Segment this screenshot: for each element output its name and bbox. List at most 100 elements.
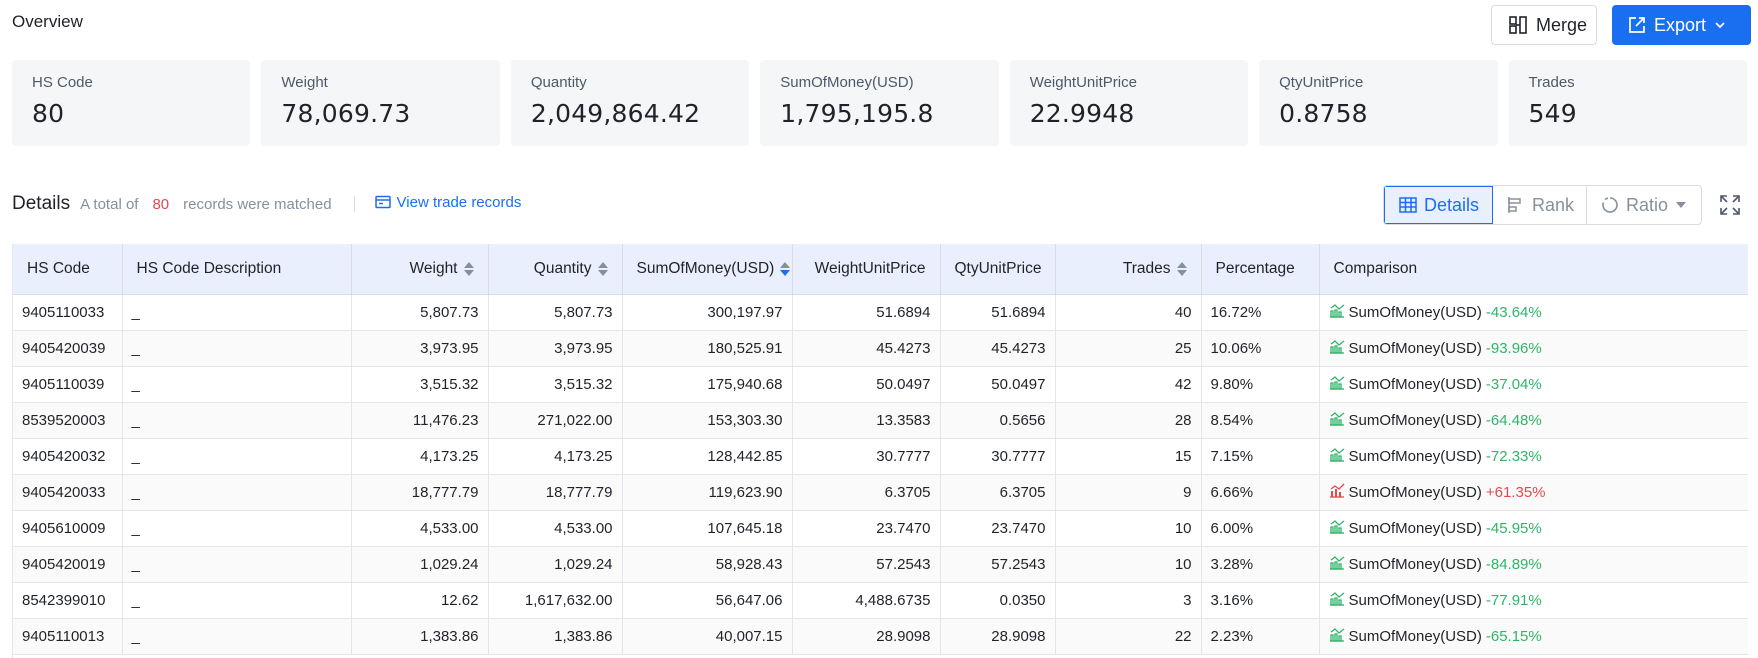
cell-hs-code: 9405420033 bbox=[13, 474, 123, 511]
cell-qty-unit-price: 0.0350 bbox=[940, 582, 1056, 619]
view-tab-rank[interactable]: Rank bbox=[1493, 186, 1587, 224]
table-row[interactable]: 9405110033 _ 5,807.73 5,807.73 300,197.97 51.… bbox=[13, 294, 1748, 331]
cell-qty-unit-price: 0.5656 bbox=[940, 402, 1056, 439]
cell-sum-of-money: 153,303.30 bbox=[622, 402, 793, 439]
comparison-delta: -72.33% bbox=[1485, 447, 1542, 465]
table-row[interactable]: 9405110013 _ 1,383.86 1,383.86 40,007.15 28.9… bbox=[13, 618, 1748, 655]
cell-quantity: 1,029.24 bbox=[488, 546, 623, 583]
cell-sum-of-money: 128,442.85 bbox=[622, 438, 793, 475]
export-label: Export bbox=[1654, 14, 1707, 35]
ratio-icon bbox=[1601, 196, 1619, 214]
cell-qty-unit-price: 28.9098 bbox=[940, 618, 1056, 655]
trend-chart-icon[interactable] bbox=[1329, 410, 1345, 430]
details-title: Details bbox=[12, 193, 71, 214]
cell-weight-unit-price: 51.6894 bbox=[792, 294, 941, 331]
table-row[interactable]: 9405420032 _ 4,173.25 4,173.25 128,442.85 30.… bbox=[13, 438, 1748, 475]
table-row[interactable]: 8539520003 _ 11,476.23 271,022.00 153,303.30… bbox=[13, 402, 1748, 439]
column-header-weight[interactable]: Weight bbox=[351, 244, 489, 295]
cell-hs-code: 9405110033 bbox=[13, 294, 123, 331]
cell-trades: 10 bbox=[1055, 510, 1202, 547]
view-tab-details[interactable]: Details bbox=[1384, 186, 1493, 224]
cell-trades: 28 bbox=[1055, 402, 1202, 439]
column-header-percentage: Percentage bbox=[1201, 244, 1320, 295]
cell-weight-unit-price: 6.3705 bbox=[792, 474, 941, 511]
cell-qty-unit-price: 30.7777 bbox=[940, 438, 1056, 475]
column-header-hs-code-description: HS Code Description bbox=[122, 244, 352, 295]
trend-chart-icon[interactable] bbox=[1329, 554, 1345, 574]
cell-weight-unit-price: 4,488.6735 bbox=[792, 582, 941, 619]
cell-comparison: SumOfMoney(USD) -37.04% bbox=[1319, 366, 1748, 403]
cell-weight-unit-price: 23.7470 bbox=[792, 510, 941, 547]
sort-icon[interactable] bbox=[1176, 261, 1187, 276]
column-header-sum-of-money[interactable]: SumOfMoney(USD) bbox=[622, 244, 793, 295]
sort-icon[interactable] bbox=[597, 261, 608, 276]
stat-card-sum-of-money: SumOfMoney(USD) 1,795,195.8 bbox=[760, 60, 999, 146]
page-title: Overview bbox=[12, 12, 83, 31]
merge-button[interactable]: Merge bbox=[1491, 5, 1597, 45]
cell-description: _ bbox=[122, 618, 352, 655]
comparison-label: SumOfMoney(USD) bbox=[1348, 555, 1482, 573]
stat-value: 1,795,195.8 bbox=[780, 99, 934, 128]
trend-chart-icon[interactable] bbox=[1329, 374, 1345, 394]
stat-value: 549 bbox=[1528, 99, 1577, 128]
cell-sum-of-money: 180,525.91 bbox=[622, 330, 793, 367]
comparison-delta: -93.96% bbox=[1485, 339, 1542, 357]
cell-hs-code: 9405420039 bbox=[13, 330, 123, 367]
table-row[interactable]: 9405610009 _ 4,533.00 4,533.00 107,645.18 23.… bbox=[13, 510, 1748, 547]
comparison-label: SumOfMoney(USD) bbox=[1348, 591, 1482, 609]
view-tab-ratio[interactable]: Ratio bbox=[1587, 186, 1701, 224]
sort-desc-icon[interactable] bbox=[780, 261, 791, 276]
cell-weight: 3,973.95 bbox=[351, 330, 489, 367]
cell-weight-unit-price: 30.7777 bbox=[792, 438, 941, 475]
cell-quantity: 3,973.95 bbox=[488, 330, 623, 367]
export-button[interactable]: Export bbox=[1612, 5, 1751, 45]
cell-trades: 22 bbox=[1055, 618, 1202, 655]
cell-comparison: SumOfMoney(USD) -64.48% bbox=[1319, 402, 1748, 439]
trend-chart-icon[interactable] bbox=[1329, 626, 1345, 646]
table-row[interactable]: 9405420019 _ 1,029.24 1,029.24 58,928.43 57.2… bbox=[13, 546, 1748, 583]
caret-down-icon bbox=[1675, 201, 1687, 209]
view-tab-rank-label: Rank bbox=[1532, 194, 1575, 215]
cell-percentage: 7.15% bbox=[1201, 438, 1320, 475]
table-row[interactable]: 8542399010 _ 12.62 1,617,632.00 56,647.06 4,4… bbox=[13, 582, 1748, 619]
cell-description: _ bbox=[122, 474, 352, 511]
trend-chart-icon[interactable] bbox=[1329, 338, 1345, 358]
column-header-trades[interactable]: Trades bbox=[1055, 244, 1202, 295]
table-row[interactable]: 9405420039 _ 3,973.95 3,973.95 180,525.91 45.… bbox=[13, 330, 1748, 367]
view-trade-records-link[interactable]: View trade records bbox=[374, 194, 521, 211]
trend-chart-icon[interactable] bbox=[1329, 590, 1345, 610]
cell-description: _ bbox=[122, 438, 352, 475]
cell-trades: 9 bbox=[1055, 474, 1202, 511]
trend-chart-icon[interactable] bbox=[1329, 518, 1345, 538]
trend-chart-icon[interactable] bbox=[1329, 302, 1345, 322]
column-header-quantity[interactable]: Quantity bbox=[488, 244, 623, 295]
trend-up-chart-icon[interactable] bbox=[1329, 482, 1345, 502]
cell-quantity: 4,173.25 bbox=[488, 438, 623, 475]
cell-weight: 12.62 bbox=[351, 582, 489, 619]
fullscreen-icon[interactable] bbox=[1719, 194, 1741, 221]
comparison-label: SumOfMoney(USD) bbox=[1348, 447, 1482, 465]
column-header-label: HS Code bbox=[27, 259, 90, 277]
sort-icon[interactable] bbox=[463, 261, 474, 276]
column-header-label: Comparison bbox=[1333, 259, 1418, 277]
cell-hs-code: 9405110039 bbox=[13, 366, 123, 403]
comparison-label: SumOfMoney(USD) bbox=[1348, 375, 1482, 393]
cell-sum-of-money: 58,928.43 bbox=[622, 546, 793, 583]
stat-card-hs-code: HS Code 80 bbox=[12, 60, 251, 146]
comparison-delta: -65.15% bbox=[1485, 627, 1542, 645]
stat-label: HS Code bbox=[32, 74, 93, 91]
trend-chart-icon[interactable] bbox=[1329, 446, 1345, 466]
cell-comparison: SumOfMoney(USD) -43.64% bbox=[1319, 294, 1748, 331]
comparison-label: SumOfMoney(USD) bbox=[1348, 339, 1482, 357]
cell-comparison: SumOfMoney(USD) -72.33% bbox=[1319, 438, 1748, 475]
cell-qty-unit-price: 57.2543 bbox=[940, 546, 1056, 583]
cell-sum-of-money: 107,645.18 bbox=[622, 510, 793, 547]
cell-comparison: SumOfMoney(USD) +61.35% bbox=[1319, 474, 1748, 511]
cell-weight-unit-price: 45.4273 bbox=[792, 330, 941, 367]
cell-sum-of-money: 56,647.06 bbox=[622, 582, 793, 619]
table-row[interactable]: 9405420033 _ 18,777.79 18,777.79 119,623.90 6… bbox=[13, 474, 1748, 511]
table-row[interactable]: 9405110039 _ 3,515.32 3,515.32 175,940.68 50.… bbox=[13, 366, 1748, 403]
cell-percentage: 10.06% bbox=[1201, 330, 1320, 367]
stat-label: QtyUnitPrice bbox=[1279, 74, 1364, 91]
stat-label: Trades bbox=[1528, 74, 1575, 91]
